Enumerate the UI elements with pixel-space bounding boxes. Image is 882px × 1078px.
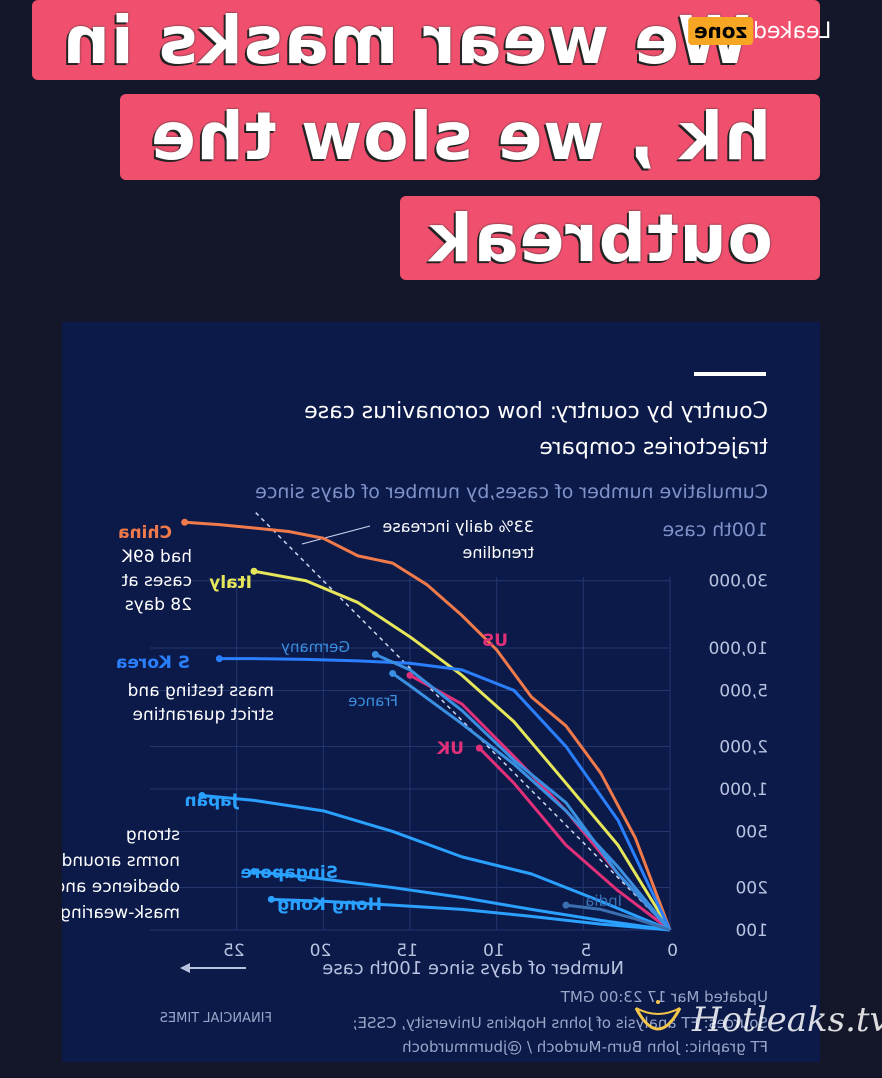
x-tick-label: 5 — [581, 941, 592, 961]
series-endpoint — [389, 669, 397, 677]
series-endpoint — [198, 791, 206, 799]
x-tick-label: 0 — [667, 941, 678, 961]
series-label: US — [482, 631, 508, 651]
series-endpoint — [181, 518, 189, 526]
annotation-korea: mass testing and — [128, 681, 274, 701]
series-endpoint — [406, 671, 414, 679]
chart-subtitle-line-1: Cumulative number of cases,by number of … — [255, 481, 768, 503]
series-label: Singapore — [240, 863, 338, 883]
series-label: Germany — [281, 638, 350, 656]
y-tick-label: 500 — [736, 822, 768, 842]
x-tick-label: 10 — [483, 941, 505, 961]
trendline-33pct — [253, 510, 671, 931]
x-axis-label: Number of days since 100th case — [322, 958, 624, 979]
annotation-japan: mask-wearing — [62, 903, 180, 923]
annotation-china: had 69K — [121, 547, 192, 567]
chart-title-line-1: Country by country: how coronavirus case — [304, 399, 768, 424]
series-endpoint — [371, 650, 379, 658]
y-tick-label: 1,000 — [719, 780, 768, 800]
annotation-china: 28 days — [125, 595, 192, 615]
y-tick-label: 200 — [736, 879, 768, 899]
caption-banner-2 — [120, 94, 820, 180]
x-axis-arrow-head — [180, 963, 190, 973]
logo-zone-text: zone — [688, 17, 754, 45]
series-endpoint — [250, 867, 258, 875]
caption-line-3: outbreak — [428, 200, 773, 277]
hotleaks-logo-icon — [634, 1000, 682, 1031]
caption-line-1: We wear masks in — [62, 2, 751, 79]
series-label: UK — [436, 739, 464, 759]
leakedzone-logo: zone Leaked — [688, 14, 832, 48]
series-endpoint — [250, 567, 258, 575]
x-tick-label: 15 — [396, 941, 418, 961]
series-endpoint — [475, 744, 483, 752]
caption-line-2: hk , we slow the — [150, 98, 772, 175]
series-line-hong-kong — [271, 897, 671, 932]
y-tick-label: 10,000 — [709, 639, 768, 659]
series-line-italy — [253, 569, 672, 931]
series-label: China — [118, 523, 172, 543]
y-tick-label: 5,000 — [719, 681, 768, 701]
series-label: France — [348, 692, 398, 710]
updated-text: Updated Mar 17 23:00 GMT — [560, 988, 768, 1006]
y-tick-label: 2,000 — [719, 738, 768, 758]
chart-svg: Country by country: how coronavirus case… — [62, 372, 768, 1062]
annotation-japan: obedience and — [62, 877, 180, 897]
series-line-s-korea — [219, 657, 672, 931]
chart-title-line-2: trajectories compare — [539, 435, 768, 460]
series-label: Italy — [209, 573, 252, 593]
caption-banner-3 — [400, 196, 820, 280]
trendline-label-line-1: 33% daily increase — [383, 517, 535, 536]
series-endpoint — [267, 895, 275, 903]
title-rule — [694, 372, 766, 376]
watermark-text: Hotleaks.tv — [692, 1000, 882, 1040]
annotation-japan: norms around — [62, 851, 180, 871]
series-line-germany — [374, 653, 672, 932]
series-line-india — [565, 903, 671, 932]
credit-text: FT graphic: John Burn-Murdoch / @jburnmu… — [402, 1038, 768, 1056]
series-line-singapore — [253, 869, 671, 932]
publisher-text: FINANCIAL TIMES — [160, 1011, 272, 1026]
logo-leaked-text: Leaked — [753, 18, 832, 44]
series-line-france — [391, 672, 672, 931]
series-endpoint — [215, 655, 223, 663]
source-line-2: Worldometers — [663, 1060, 768, 1062]
x-tick-label: 25 — [223, 941, 245, 961]
series-label: Hong Kong — [277, 895, 382, 915]
chart-subtitle-line-2: 100th case — [663, 519, 768, 541]
series-label: S Korea — [116, 653, 190, 673]
annotation-china: cases at — [121, 571, 192, 591]
y-tick-label: 30,000 — [709, 572, 768, 592]
annotation-korea: strict quarantine — [133, 705, 274, 725]
series-line-china — [184, 520, 672, 931]
chart-panel: Country by country: how coronavirus case… — [62, 322, 820, 1062]
trendline-label-line-2: trendline — [462, 543, 534, 562]
x-tick-label: 20 — [310, 941, 332, 961]
series-endpoint — [562, 901, 570, 909]
annotation-japan: strong — [126, 825, 180, 845]
series-label: India — [585, 892, 622, 910]
series-line-uk — [478, 747, 671, 932]
series-label: Japan — [184, 791, 239, 811]
hotleaks-watermark: Hotleaks.tv — [628, 990, 882, 1060]
trendline-label-leader — [301, 525, 371, 545]
series-line-japan — [201, 793, 671, 932]
y-tick-label: 100 — [736, 921, 768, 941]
